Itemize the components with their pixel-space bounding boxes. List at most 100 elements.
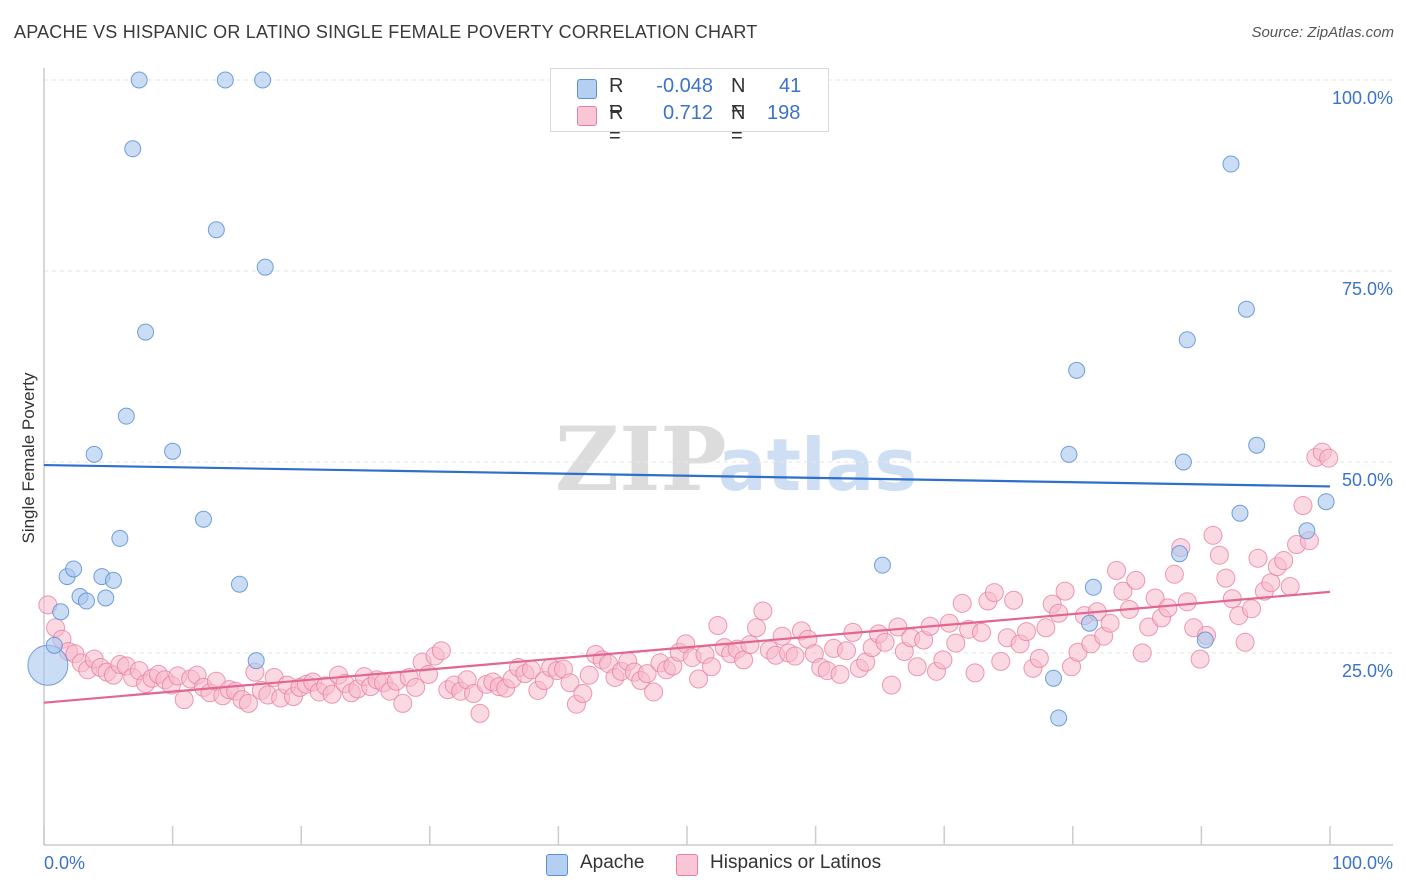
apache-points bbox=[27, 71, 1335, 727]
apache-legend-swatch bbox=[546, 854, 568, 876]
apache-point bbox=[247, 652, 265, 670]
apache-point bbox=[85, 445, 103, 463]
hispanic-legend-swatch bbox=[676, 854, 698, 876]
hispanic-point bbox=[464, 683, 484, 703]
correlation-legend: R = -0.048 N = 41 R = 0.712 N = 198 bbox=[550, 68, 829, 147]
hispanic-point bbox=[708, 615, 728, 635]
apache-point bbox=[117, 407, 135, 425]
hispanic-point bbox=[836, 641, 856, 661]
hispanic-point bbox=[971, 622, 991, 642]
hispanic-point bbox=[406, 677, 426, 697]
apache-swatch bbox=[577, 79, 597, 99]
hispanic-points bbox=[38, 442, 1339, 723]
hispanic-point bbox=[393, 693, 413, 713]
hispanic-point bbox=[1113, 581, 1133, 601]
grid bbox=[44, 79, 1393, 654]
apache-point bbox=[1178, 331, 1196, 349]
apache-point bbox=[104, 571, 122, 589]
hispanic-point bbox=[1319, 448, 1339, 468]
hispanic-point bbox=[431, 641, 451, 661]
hispanic-point bbox=[644, 682, 664, 702]
hispanic-point bbox=[1209, 545, 1229, 565]
legend-r-label: R = bbox=[609, 102, 624, 147]
apache-point bbox=[111, 529, 129, 547]
apache-point bbox=[97, 589, 115, 607]
hispanic-point bbox=[1235, 632, 1255, 652]
hispanic-point bbox=[952, 593, 972, 613]
apache-point bbox=[873, 556, 891, 574]
apache-point bbox=[216, 71, 234, 89]
hispanic-point bbox=[1177, 592, 1197, 612]
hispanic-point bbox=[946, 633, 966, 653]
hispanic-point bbox=[965, 663, 985, 683]
hispanic-point bbox=[1261, 573, 1281, 593]
watermark-zip: ZIP bbox=[555, 407, 727, 511]
legend-n-label: N = bbox=[731, 102, 746, 147]
hispanic-point bbox=[785, 646, 805, 666]
hispanic-point bbox=[1055, 581, 1075, 601]
hispanic-point bbox=[1126, 570, 1146, 590]
apache-point bbox=[1174, 453, 1192, 471]
hispanic-point bbox=[881, 675, 901, 695]
watermark: ZIP atlas bbox=[555, 407, 917, 511]
hispanic-point bbox=[560, 673, 580, 693]
axes bbox=[43, 68, 1393, 846]
watermark-atlas: atlas bbox=[718, 423, 917, 507]
legend-n-value: 41 bbox=[779, 75, 802, 97]
apache-point bbox=[1222, 155, 1240, 173]
apache-point bbox=[137, 323, 155, 341]
hispanic-point bbox=[746, 618, 766, 638]
x-tick-label-right: 100.0% bbox=[1332, 853, 1393, 873]
hispanic-point bbox=[1164, 564, 1184, 584]
apache-point bbox=[207, 221, 225, 239]
hispanic-point bbox=[322, 684, 342, 704]
hispanic-point bbox=[1293, 496, 1313, 516]
chart-title: APACHE VS HISPANIC OR LATINO SINGLE FEMA… bbox=[14, 22, 758, 42]
y-axis-label: Single Female Poverty bbox=[19, 372, 38, 544]
y-tick-label: 50.0% bbox=[1342, 470, 1393, 490]
hispanic-legend-label: Hispanics or Latinos bbox=[710, 852, 882, 873]
apache-point bbox=[1060, 445, 1078, 463]
apache-legend-label: Apache bbox=[580, 852, 645, 873]
apache-point bbox=[52, 603, 70, 621]
hispanic-point bbox=[1036, 618, 1056, 638]
hispanic-point bbox=[753, 601, 773, 621]
hispanic-point bbox=[1004, 590, 1024, 610]
hispanic-point bbox=[701, 657, 721, 677]
apache-point bbox=[1081, 614, 1099, 632]
hispanic-point bbox=[1100, 613, 1120, 633]
hispanic-point bbox=[1049, 603, 1069, 623]
hispanic-point bbox=[579, 665, 599, 685]
apache-point bbox=[1084, 578, 1102, 596]
hispanic-point bbox=[637, 664, 657, 684]
apache-point bbox=[1050, 709, 1068, 727]
y-tick-label: 75.0% bbox=[1342, 279, 1393, 299]
hispanic-point bbox=[573, 683, 593, 703]
apache-point bbox=[1231, 504, 1249, 522]
hispanic-point bbox=[1248, 548, 1268, 568]
hispanic-point bbox=[1158, 598, 1178, 618]
legend-r-value: -0.048 bbox=[656, 75, 713, 97]
legend-n-value: 198 bbox=[767, 102, 801, 124]
hispanic-point bbox=[830, 664, 850, 684]
hispanic-trendline bbox=[43, 590, 1331, 704]
source-label: Source: ZipAtlas.com bbox=[1251, 24, 1394, 41]
hispanic-point bbox=[907, 657, 927, 677]
apache-point bbox=[45, 636, 63, 654]
apache-point bbox=[1171, 545, 1189, 563]
hispanic-point bbox=[1203, 525, 1223, 545]
legend-r-value: 0.712 bbox=[662, 102, 713, 124]
hispanic-point bbox=[1017, 622, 1037, 642]
hispanic-point bbox=[470, 703, 490, 723]
hispanic-point bbox=[174, 690, 194, 710]
hispanic-point bbox=[933, 650, 953, 670]
hispanic-point bbox=[984, 583, 1004, 603]
apache-point bbox=[1237, 300, 1255, 318]
y-tick-label: 25.0% bbox=[1342, 661, 1393, 681]
apache-point bbox=[130, 71, 148, 89]
apache-point bbox=[254, 71, 272, 89]
hispanic-point bbox=[1190, 649, 1210, 669]
apache-point bbox=[1298, 522, 1316, 540]
apache-point bbox=[65, 560, 83, 578]
apache-point bbox=[164, 442, 182, 460]
